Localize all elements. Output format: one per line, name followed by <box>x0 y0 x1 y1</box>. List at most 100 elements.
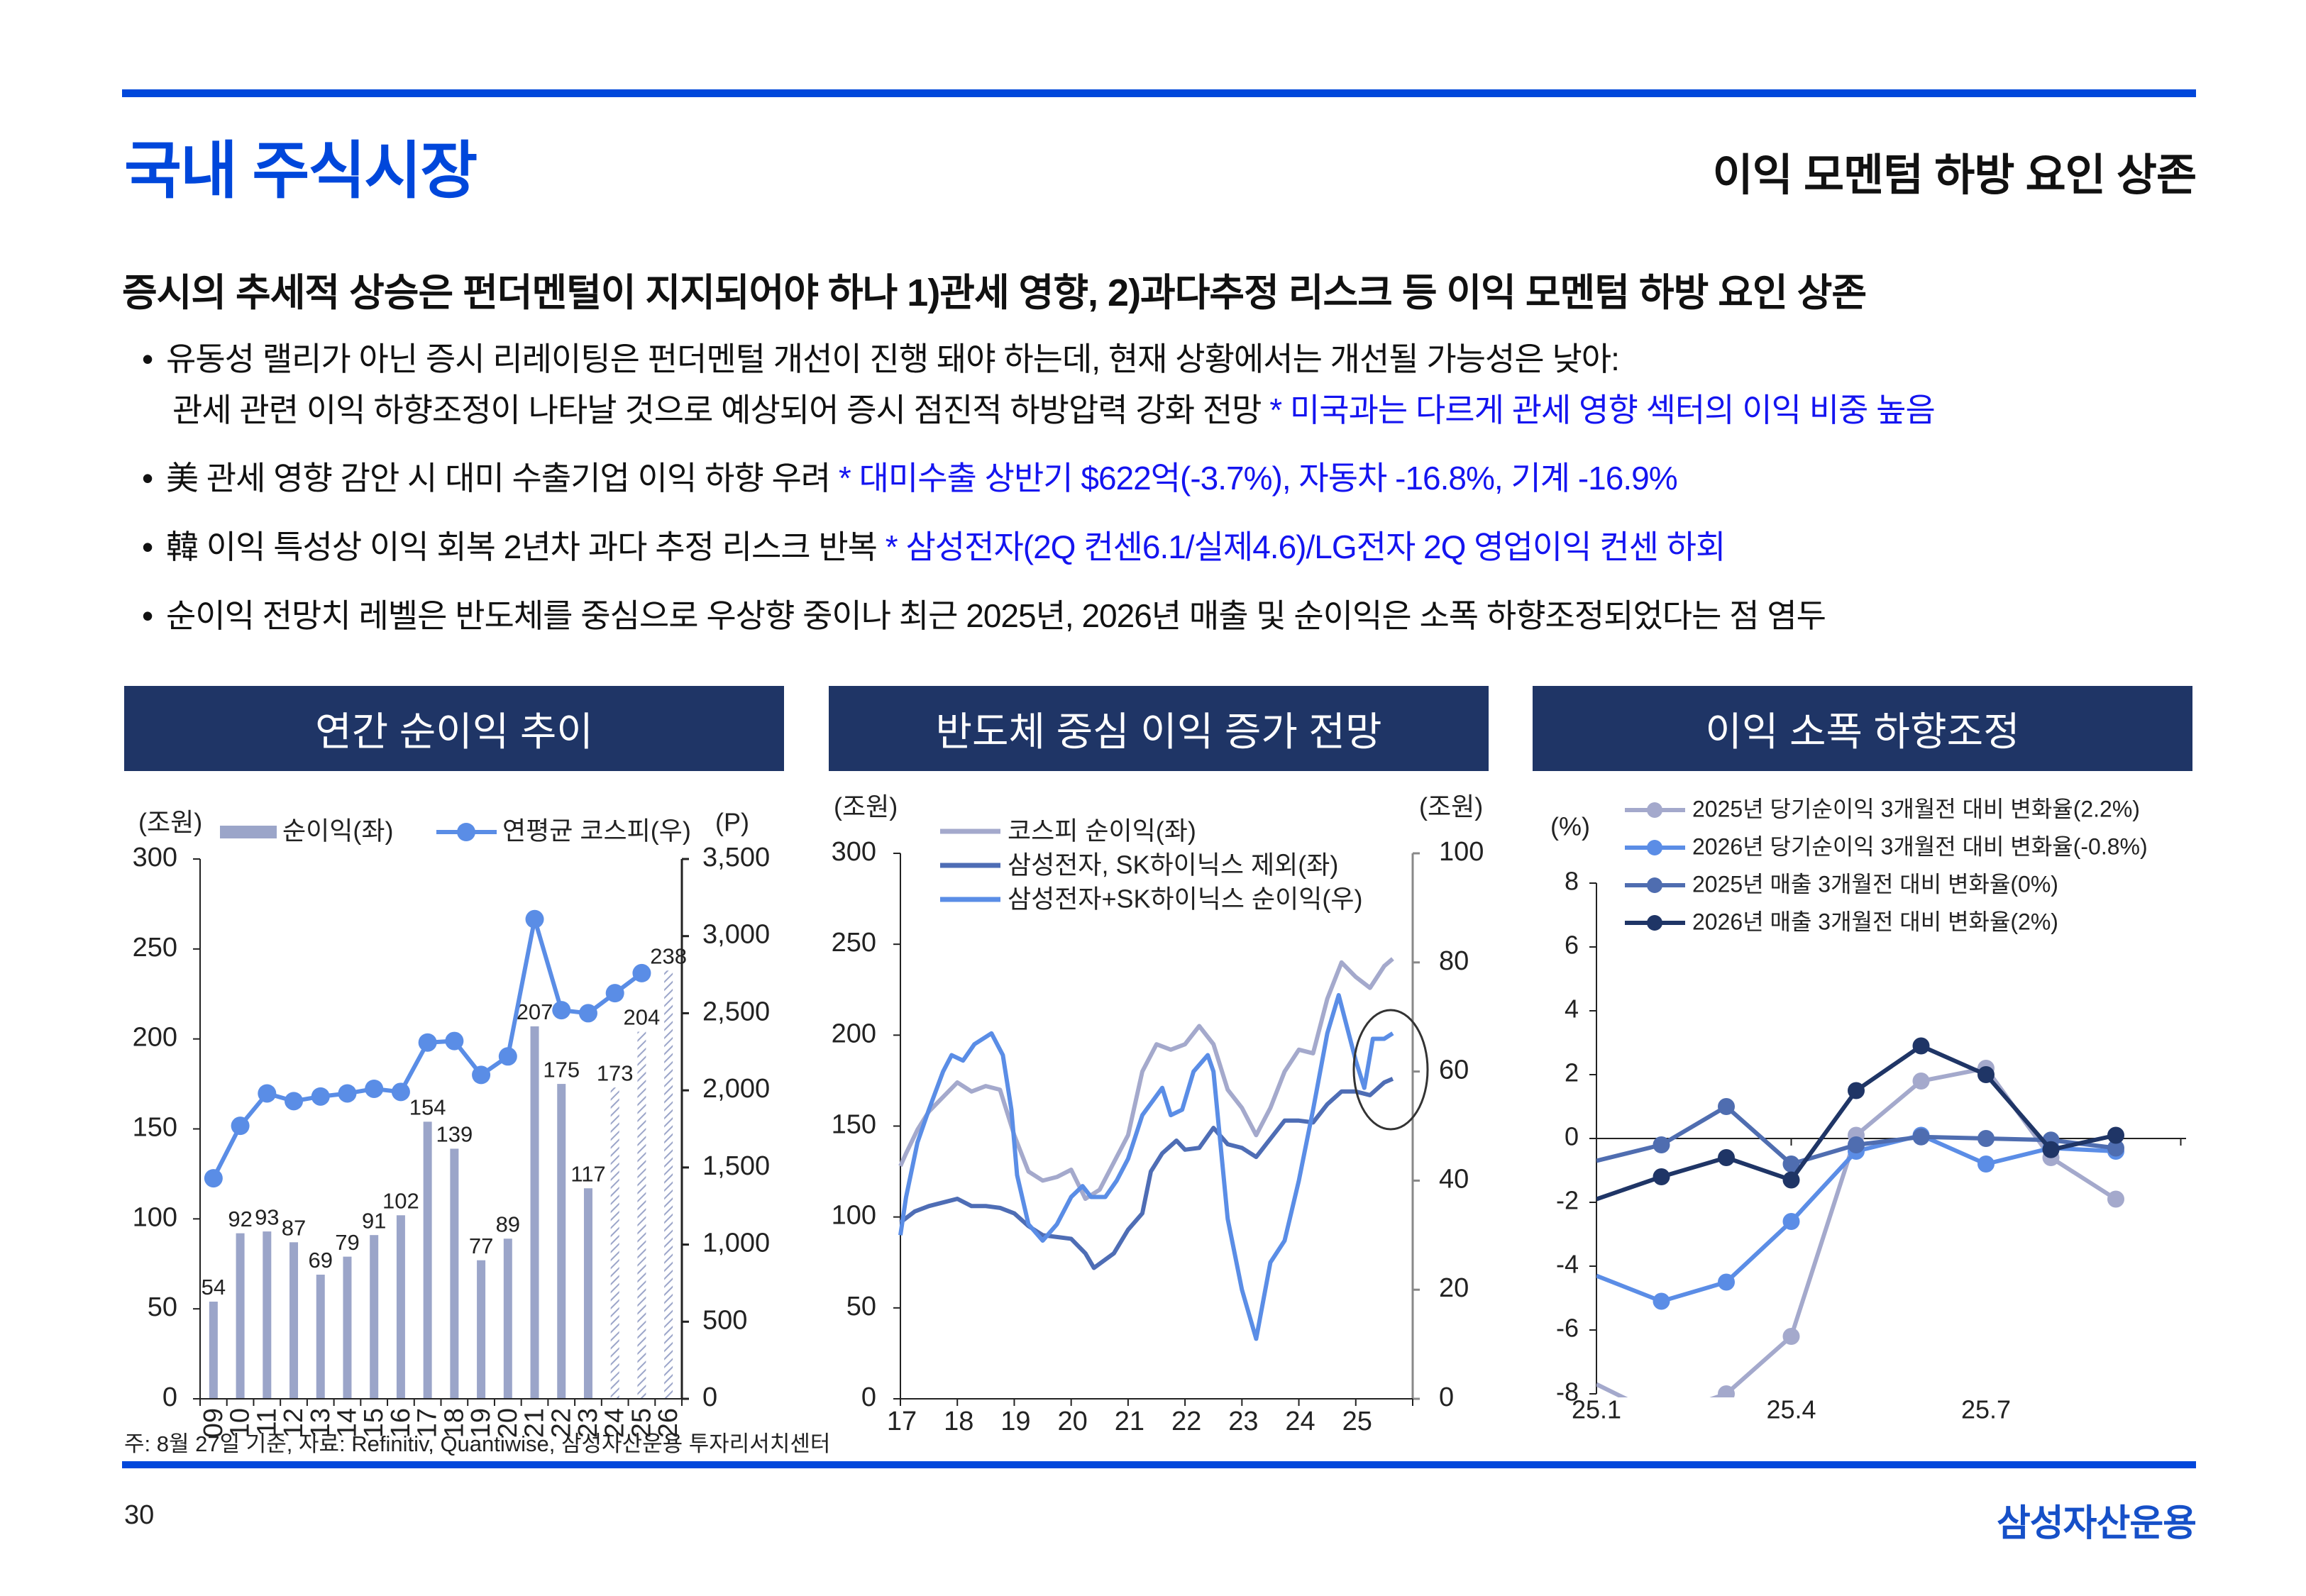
series-point <box>1782 1213 1800 1230</box>
series-line-2 <box>1596 1133 2117 1304</box>
page-number: 30 <box>124 1500 155 1530</box>
x-tick-label: 13 <box>306 1408 336 1438</box>
legend-label: 순이익(좌) <box>282 816 393 846</box>
x-tick-label: 18 <box>944 1407 973 1436</box>
bottom-rule <box>122 1461 2196 1468</box>
y2-tick-label: 20 <box>1439 1273 1469 1303</box>
series-point <box>1782 1156 1800 1173</box>
kospi-point <box>605 984 624 1003</box>
y-tick-label: 100 <box>832 1201 876 1231</box>
x-tick-label: 18 <box>439 1408 469 1438</box>
data-label: 238 <box>650 943 687 968</box>
x-tick-label: 21 <box>520 1408 550 1438</box>
series-point <box>1718 1273 1735 1291</box>
bar-20 <box>503 1238 512 1399</box>
y-tick-label: 300 <box>832 837 876 867</box>
x-tick-label: 19 <box>466 1408 496 1438</box>
kospi-point <box>338 1084 357 1103</box>
legend-label: 2025년 당기순이익 3개월전 대비 변화율(2.2%) <box>1692 796 2140 821</box>
data-label: 91 <box>362 1208 386 1233</box>
series-point <box>1718 1149 1735 1166</box>
series-group <box>1596 1037 2124 1397</box>
series-point <box>2107 1190 2124 1208</box>
y-axis-unit: (조원) <box>834 792 898 821</box>
y-tick-label: 100 <box>133 1202 177 1232</box>
kospi-point <box>472 1065 491 1085</box>
series-line-2 <box>899 1077 1394 1270</box>
series-line-4 <box>1596 1043 2117 1202</box>
legend-label: 코스피 순이익(좌) <box>1008 816 1196 846</box>
kospi-point <box>498 1047 517 1066</box>
series-point <box>1912 1128 1930 1146</box>
kospi-point <box>632 963 651 982</box>
data-label: 54 <box>202 1275 226 1299</box>
x-tick-label: 17 <box>413 1408 443 1438</box>
data-label: 204 <box>624 1005 661 1030</box>
panel-header-annual-net-income: 연간 순이익 추이 <box>124 686 784 771</box>
footnote: 주: 8월 27일 기준, 자료: Refinitiv, Quantiwise,… <box>124 1431 831 1456</box>
series-point <box>1912 1073 1930 1090</box>
kospi-point <box>418 1033 437 1052</box>
y2-tick-label: 500 <box>702 1305 747 1335</box>
y-axis-unit: (%) <box>1550 812 1590 841</box>
series-point <box>1782 1171 1800 1189</box>
bullet-note: * 대미수출 상반기 $622억(-3.7%), 자동차 -16.8%, 기계 … <box>838 460 1678 497</box>
y2-axis-unit: (조원) <box>1419 792 1483 821</box>
panel-header-earnings-revision: 이익 소폭 하향조정 <box>1533 686 2192 771</box>
bar-09 <box>209 1302 218 1399</box>
series-point <box>1977 1156 1995 1173</box>
kospi-point <box>285 1092 304 1111</box>
y2-tick-label: 60 <box>1439 1055 1469 1085</box>
x-tick-label: 23 <box>1228 1407 1258 1436</box>
bar-22 <box>557 1084 566 1399</box>
series-point <box>1912 1037 1930 1055</box>
bar-21 <box>530 1026 539 1399</box>
x-tick-label: 26 <box>653 1408 683 1438</box>
series-point <box>1782 1328 1800 1345</box>
data-label: 102 <box>382 1188 419 1213</box>
kospi-point <box>365 1079 384 1098</box>
headline: 증시의 추세적 상승은 펀더멘털이 지지되어야 하나 1)관세 영향, 2)과다… <box>122 272 1867 314</box>
legend-label: 2026년 매출 3개월전 대비 변화율(2%) <box>1692 909 2058 934</box>
bullet-text: 韓 이익 특성상 이익 회복 2년차 과다 추정 리스크 반복 <box>166 528 886 565</box>
x-tick-label: 17 <box>887 1407 917 1436</box>
x-tick-label: 09 <box>199 1408 228 1438</box>
series-point <box>1718 1098 1735 1115</box>
series-point <box>1653 1292 1670 1310</box>
y2-tick-label: 80 <box>1439 946 1469 976</box>
y-tick-label: 6 <box>1565 931 1579 960</box>
data-label: 89 <box>496 1212 520 1236</box>
y2-axis-unit: (P) <box>715 808 749 837</box>
legend-label: 삼성전자+SK하이닉스 순이익(우) <box>1008 885 1362 914</box>
legend-label: 2025년 매출 3개월전 대비 변화율(0%) <box>1692 871 2058 897</box>
page-title: 국내 주식시장 <box>124 135 478 206</box>
y2-tick-label: 3,000 <box>702 920 770 950</box>
bullet-dot: • <box>142 528 153 565</box>
bullet-note: * 삼성전자(2Q 컨센6.1/실제4.6)/LG전자 2Q 영업이익 컨센 하… <box>885 528 1726 565</box>
y2-tick-label: 2,500 <box>702 997 770 1026</box>
legend-marker <box>1647 877 1662 893</box>
data-label: 175 <box>543 1057 580 1082</box>
y-tick-label: 50 <box>148 1292 177 1322</box>
x-tick-label: 19 <box>1000 1407 1030 1436</box>
y-tick-label: 0 <box>1565 1122 1579 1151</box>
x-tick-label: 21 <box>1115 1407 1144 1436</box>
bar-13 <box>316 1274 325 1399</box>
x-tick-label: 23 <box>573 1408 603 1438</box>
data-label: 93 <box>255 1204 279 1229</box>
y2-tick-label: 1,000 <box>702 1229 770 1258</box>
data-label: 79 <box>335 1230 359 1255</box>
y-tick-label: 150 <box>832 1110 876 1140</box>
data-label: 139 <box>436 1122 473 1147</box>
panel-header-semiconductor-earnings: 반도체 중심 이익 증가 전망 <box>829 686 1489 771</box>
y2-tick-label: 0 <box>1439 1382 1454 1412</box>
page-subtitle: 이익 모멘텀 하방 요인 상존 <box>1712 151 2197 200</box>
y2-tick-label: 2,000 <box>702 1074 770 1104</box>
series-point <box>2107 1126 2124 1144</box>
bar-23 <box>583 1188 592 1399</box>
series-point <box>2107 1139 2124 1157</box>
bar-26 <box>664 970 673 1399</box>
legend-marker <box>1647 840 1662 855</box>
y2-tick-label: 100 <box>1439 837 1484 867</box>
